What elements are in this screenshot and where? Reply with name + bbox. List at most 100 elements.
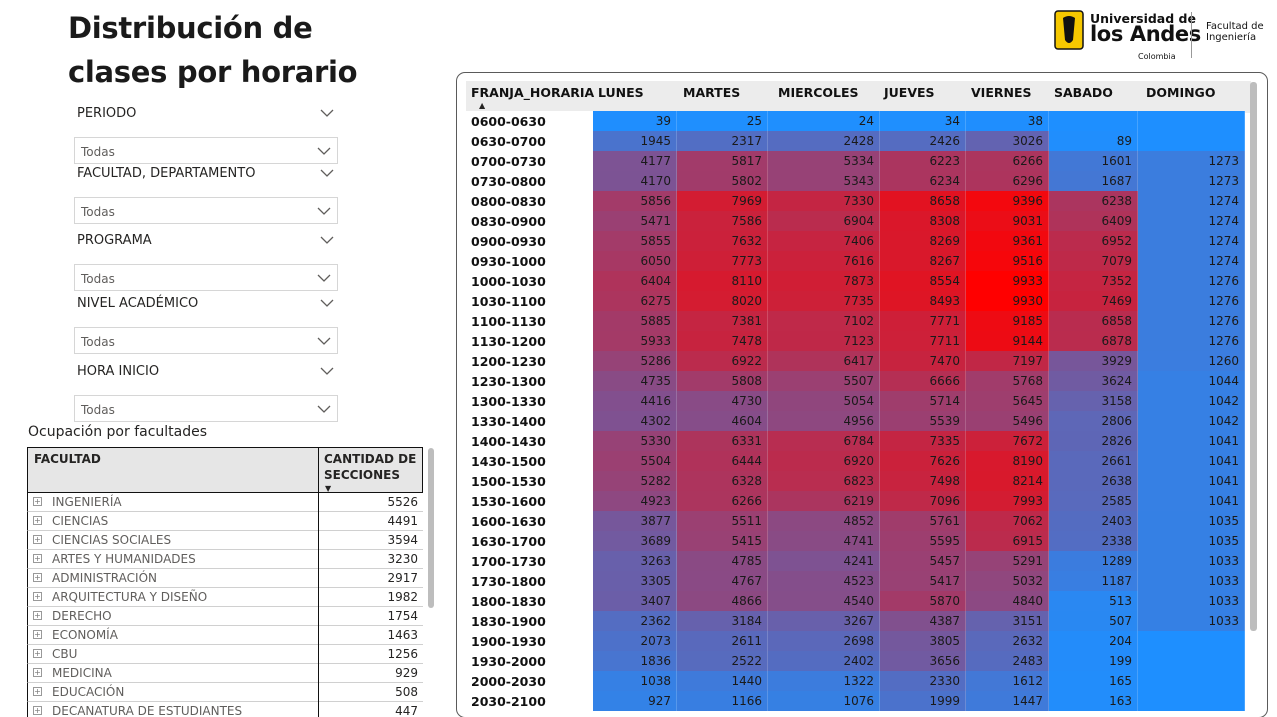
matrix-cell[interactable]	[1049, 111, 1138, 131]
matrix-cell[interactable]: 7062	[966, 511, 1049, 531]
matrix-cell[interactable]: 4604	[677, 411, 768, 431]
matrix-cell[interactable]: 5334	[768, 151, 880, 171]
slicer-dropdown[interactable]: Todas	[74, 137, 338, 164]
matrix-cell[interactable]: 1276	[1138, 331, 1245, 351]
slicer-dropdown[interactable]: Todas	[74, 327, 338, 354]
matrix-cell[interactable]: 2338	[1049, 531, 1138, 551]
expand-icon[interactable]: +	[33, 611, 42, 620]
matrix-cell[interactable]: 7381	[677, 311, 768, 331]
matrix-cell[interactable]: 199	[1049, 651, 1138, 671]
matrix-cell[interactable]: 1836	[593, 651, 677, 671]
matrix-cell[interactable]: 5855	[593, 231, 677, 251]
matrix-cell[interactable]: 7632	[677, 231, 768, 251]
table-row[interactable]: + DECANATURA DE ESTUDIANTES 447	[27, 702, 423, 717]
matrix-cell[interactable]: 1033	[1138, 551, 1245, 571]
expand-icon[interactable]: +	[33, 668, 42, 677]
matrix-cell[interactable]: 1076	[768, 691, 880, 711]
matrix-cell[interactable]: 7123	[768, 331, 880, 351]
matrix-cell[interactable]: 6266	[677, 491, 768, 511]
matrix-cell[interactable]: 1273	[1138, 151, 1245, 171]
matrix-cell[interactable]	[1138, 671, 1245, 691]
matrix-cell[interactable]: 5343	[768, 171, 880, 191]
matrix-cell[interactable]: 34	[880, 111, 966, 131]
matrix-cell[interactable]: 2638	[1049, 471, 1138, 491]
matrix-cell[interactable]: 8554	[880, 271, 966, 291]
matrix-cell[interactable]: 2402	[768, 651, 880, 671]
matrix-cell[interactable]: 6444	[677, 451, 768, 471]
matrix-cell[interactable]: 8110	[677, 271, 768, 291]
matrix-cell[interactable]: 7586	[677, 211, 768, 231]
matrix-cell[interactable]: 1612	[966, 671, 1049, 691]
matrix-cell[interactable]: 1274	[1138, 251, 1245, 271]
matrix-cell[interactable]: 9185	[966, 311, 1049, 331]
matrix-cell[interactable]: 2698	[768, 631, 880, 651]
matrix-cell[interactable]: 6904	[768, 211, 880, 231]
matrix-cell[interactable]: 6920	[768, 451, 880, 471]
matrix-cell[interactable]: 1041	[1138, 431, 1245, 451]
matrix-cell[interactable]: 5808	[677, 371, 768, 391]
matrix-cell[interactable]	[1138, 631, 1245, 651]
matrix-cell[interactable]	[1138, 131, 1245, 151]
matrix-cell[interactable]: 5817	[677, 151, 768, 171]
matrix-cell[interactable]: 2483	[966, 651, 1049, 671]
matrix-cell[interactable]: 1166	[677, 691, 768, 711]
matrix-cell[interactable]: 2330	[880, 671, 966, 691]
matrix-cell[interactable]: 5457	[880, 551, 966, 571]
matrix-cell[interactable]: 9516	[966, 251, 1049, 271]
matrix-cell[interactable]: 7771	[880, 311, 966, 331]
matrix-cell[interactable]: 4387	[880, 611, 966, 631]
matrix-cell[interactable]	[1138, 691, 1245, 711]
matrix-cell[interactable]: 9933	[966, 271, 1049, 291]
matrix-cell[interactable]: 5768	[966, 371, 1049, 391]
matrix-cell[interactable]: 1041	[1138, 471, 1245, 491]
matrix-cell[interactable]: 1601	[1049, 151, 1138, 171]
matrix-cell[interactable]: 6878	[1049, 331, 1138, 351]
matrix-cell[interactable]: 7616	[768, 251, 880, 271]
expand-icon[interactable]: +	[33, 516, 42, 525]
matrix-cell[interactable]: 1322	[768, 671, 880, 691]
matrix-cell[interactable]: 6922	[677, 351, 768, 371]
matrix-cell[interactable]: 1289	[1049, 551, 1138, 571]
table-row[interactable]: + ARTES Y HUMANIDADES 3230	[27, 550, 423, 569]
matrix-cell[interactable]: 4840	[966, 591, 1049, 611]
matrix-cell[interactable]: 1038	[593, 671, 677, 691]
matrix-cell[interactable]: 5496	[966, 411, 1049, 431]
chevron-down-icon[interactable]	[320, 235, 334, 245]
matrix-cell[interactable]: 5415	[677, 531, 768, 551]
matrix-cell[interactable]: 2403	[1049, 511, 1138, 531]
matrix-cell[interactable]: 1260	[1138, 351, 1245, 371]
matrix-cell[interactable]: 4956	[768, 411, 880, 431]
matrix-cell[interactable]: 4866	[677, 591, 768, 611]
matrix-cell[interactable]: 4302	[593, 411, 677, 431]
matrix-cell[interactable]: 6223	[880, 151, 966, 171]
matrix-cell[interactable]: 6266	[966, 151, 1049, 171]
expand-icon[interactable]: +	[33, 573, 42, 582]
matrix-cell[interactable]: 3656	[880, 651, 966, 671]
matrix-cell[interactable]: 5417	[880, 571, 966, 591]
matrix-cell[interactable]: 39	[593, 111, 677, 131]
matrix-cell[interactable]: 6238	[1049, 191, 1138, 211]
matrix-cell[interactable]: 8308	[880, 211, 966, 231]
matrix-cell[interactable]: 6234	[880, 171, 966, 191]
matrix-cell[interactable]: 2806	[1049, 411, 1138, 431]
chevron-down-icon[interactable]	[320, 108, 334, 118]
expand-icon[interactable]: +	[33, 630, 42, 639]
matrix-cell[interactable]: 6823	[768, 471, 880, 491]
matrix-cell[interactable]: 1042	[1138, 411, 1245, 431]
matrix-cell[interactable]: 3624	[1049, 371, 1138, 391]
matrix-cell[interactable]: 8267	[880, 251, 966, 271]
matrix-cell[interactable]: 4741	[768, 531, 880, 551]
matrix-cell[interactable]: 5933	[593, 331, 677, 351]
expand-icon[interactable]: +	[33, 706, 42, 715]
expand-icon[interactable]: +	[33, 554, 42, 563]
matrix-cell[interactable]: 2317	[677, 131, 768, 151]
matrix-cell[interactable]: 2826	[1049, 431, 1138, 451]
matrix-cell[interactable]: 7470	[880, 351, 966, 371]
slicer-dropdown[interactable]: Todas	[74, 264, 338, 291]
matrix-cell[interactable]: 89	[1049, 131, 1138, 151]
matrix-cell[interactable]: 165	[1049, 671, 1138, 691]
matrix-cell[interactable]: 7469	[1049, 291, 1138, 311]
matrix-cell[interactable]: 3026	[966, 131, 1049, 151]
column-header-sabado[interactable]: SABADO	[1054, 85, 1113, 100]
matrix-cell[interactable]: 7197	[966, 351, 1049, 371]
